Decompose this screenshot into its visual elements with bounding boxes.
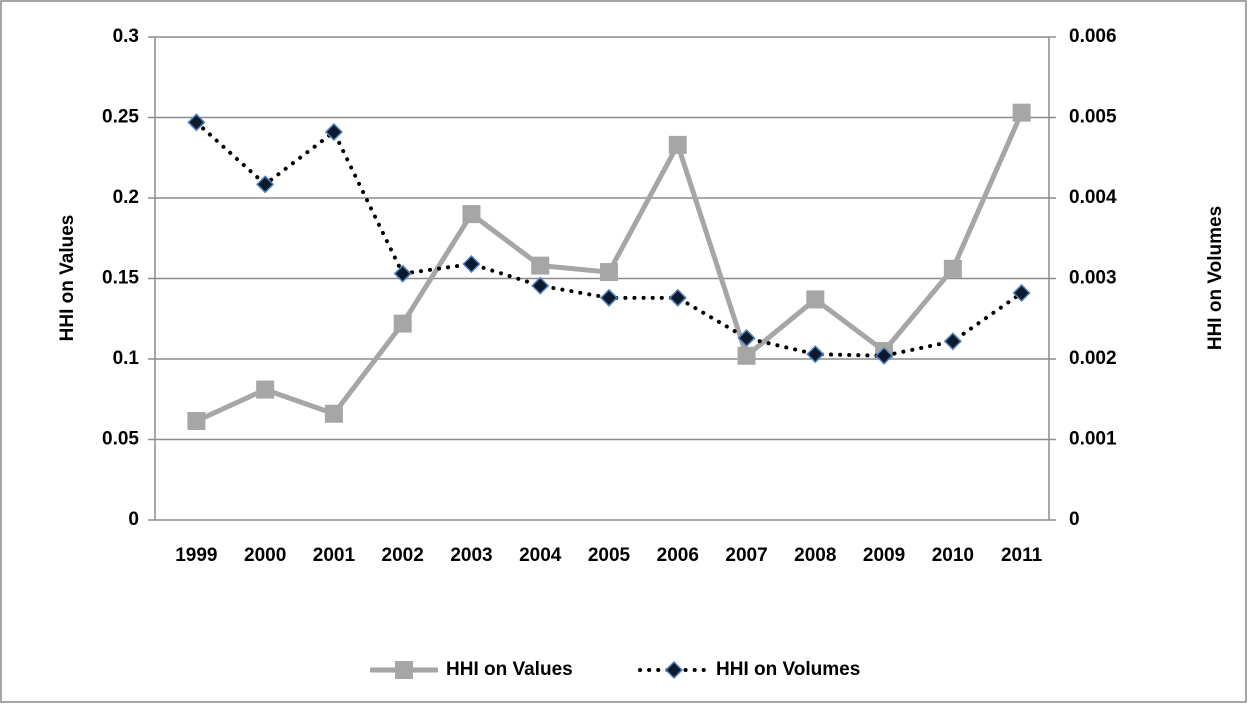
y2-tick-label: 0.005 xyxy=(1069,107,1117,128)
x-tick-label: 2007 xyxy=(725,545,767,566)
marker xyxy=(531,256,550,275)
marker xyxy=(668,288,687,307)
x-tick-label: 2001 xyxy=(313,545,356,566)
marker xyxy=(462,205,481,224)
y-tick-label: 0.15 xyxy=(102,268,139,289)
x-tick-label: 2003 xyxy=(450,545,492,566)
y2-axis-title: HHI on Volumes xyxy=(1205,206,1226,350)
marker xyxy=(256,380,275,399)
x-tick-label: 2010 xyxy=(932,545,974,566)
x-tick-label: 2006 xyxy=(657,545,699,566)
marker xyxy=(806,290,825,309)
marker xyxy=(256,175,275,194)
y2-tick-label: 0.004 xyxy=(1069,187,1117,208)
x-tick-label: 2011 xyxy=(1001,545,1043,566)
y-tick-label: 0.3 xyxy=(113,26,139,47)
y2-tick-label: 0.001 xyxy=(1069,429,1117,450)
marker xyxy=(531,276,550,295)
y2-tick-label: 0.002 xyxy=(1069,348,1117,369)
legend-label: HHI on Values xyxy=(446,659,573,680)
x-tick-label: 2002 xyxy=(382,545,424,566)
y-axis-title: HHI on Values xyxy=(57,215,78,342)
marker xyxy=(599,288,619,307)
marker xyxy=(393,264,412,283)
marker xyxy=(737,329,756,348)
marker xyxy=(1012,103,1031,122)
y-tick-label: 0.05 xyxy=(102,429,139,450)
y2-tick-label: 0.003 xyxy=(1069,268,1117,289)
y-tick-label: 0.2 xyxy=(113,187,139,208)
marker xyxy=(187,113,206,132)
marker xyxy=(187,411,206,430)
x-tick-label: 2009 xyxy=(863,545,905,566)
x-tick-label: 2008 xyxy=(794,545,836,566)
marker xyxy=(737,346,756,365)
x-tick-label: 2005 xyxy=(588,545,631,566)
marker xyxy=(324,404,343,423)
y2-tick-label: 0 xyxy=(1069,509,1080,530)
marker xyxy=(393,314,412,333)
marker xyxy=(1012,283,1031,303)
marker xyxy=(943,332,962,351)
marker xyxy=(395,661,413,679)
x-tick-label: 2000 xyxy=(244,545,286,566)
legend-label: HHI on Volumes xyxy=(716,659,860,680)
y-tick-label: 0.25 xyxy=(102,107,139,128)
marker xyxy=(664,660,684,680)
marker xyxy=(943,259,962,278)
marker xyxy=(668,135,687,154)
marker xyxy=(462,254,481,274)
y-tick-label: 0.1 xyxy=(113,348,140,369)
y-tick-label: 0 xyxy=(128,509,139,530)
y2-tick-label: 0.006 xyxy=(1069,26,1117,47)
marker xyxy=(806,345,825,364)
x-tick-label: 1999 xyxy=(175,545,217,566)
marker xyxy=(875,346,894,365)
marker xyxy=(324,122,343,142)
x-tick-label: 2004 xyxy=(519,545,562,566)
marker xyxy=(600,263,618,282)
